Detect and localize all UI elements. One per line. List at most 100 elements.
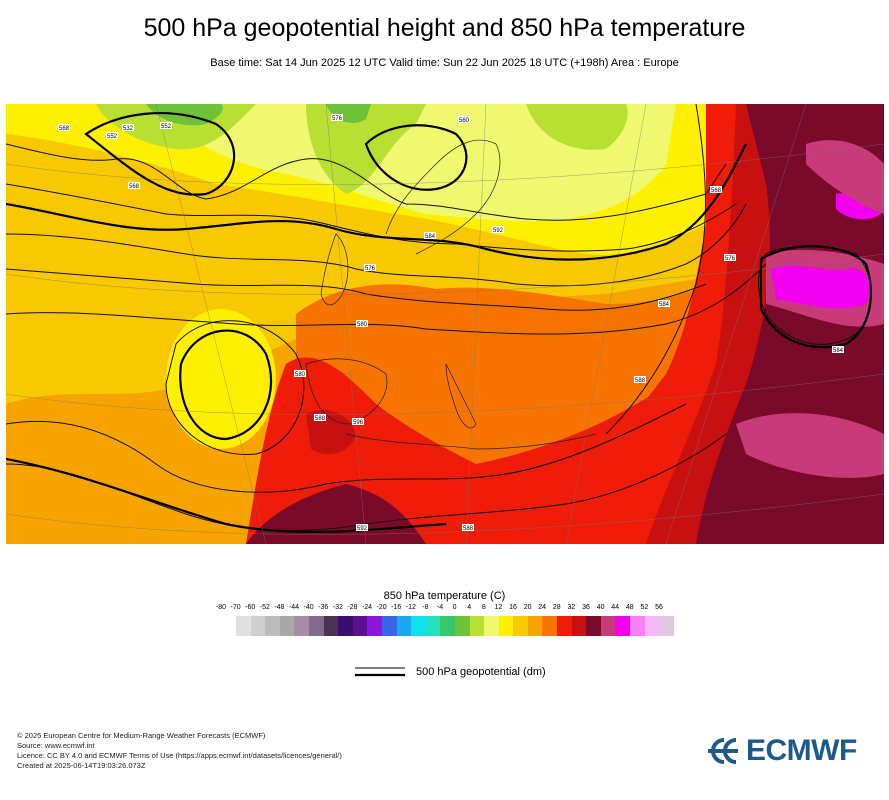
- contour-label: 576: [365, 266, 376, 272]
- legend-swatch: [411, 616, 426, 636]
- legend-tick-label: 8: [481, 604, 486, 611]
- legend-tick-label: 36: [582, 604, 590, 611]
- geopotential-legend-lines: [355, 667, 405, 677]
- weather-map: 532 552 568 576 584 592 576 580 568 552 …: [6, 104, 884, 544]
- legend-swatch: [367, 616, 382, 636]
- legend-tick-label: 28: [552, 604, 561, 611]
- legend-swatch: [396, 616, 412, 636]
- legend-swatch: [469, 616, 485, 636]
- legend-tick-label: -20: [376, 604, 387, 611]
- contour-label: 596: [353, 420, 364, 426]
- legend-tick-label: -70: [230, 604, 241, 611]
- legend-swatch: [323, 616, 339, 636]
- ecmwf-logo: ECMWF: [706, 734, 857, 768]
- legend-tick-label: -60: [245, 604, 256, 611]
- contour-label: 568: [711, 188, 722, 194]
- contour-bold-4: [179, 329, 273, 441]
- contour-label: 568: [59, 126, 70, 132]
- legend-swatch: [630, 616, 645, 636]
- legend-swatch: [279, 616, 295, 636]
- footer-created: Created at 2025-06-14T19:03:26.073Z: [17, 761, 146, 770]
- temp-field-pink-3: [806, 140, 884, 214]
- legend-tick-label: 16: [509, 604, 517, 611]
- contour-label: 576: [725, 256, 736, 262]
- legend-tick-label: -52: [259, 604, 270, 611]
- legend-swatch: [425, 616, 441, 636]
- legend-tick-label: 32: [567, 604, 576, 611]
- contour-bold-1: [84, 112, 236, 196]
- legend-swatch: [600, 616, 616, 636]
- legend-tick-label: -44: [288, 604, 300, 611]
- legend-tick-label: 20: [523, 604, 532, 611]
- coast-britain: [320, 233, 349, 306]
- contour-label: 588: [635, 378, 646, 384]
- contour-bold-2: [364, 124, 468, 191]
- legend-swatch: [527, 616, 543, 636]
- contour-label: 592: [493, 228, 504, 234]
- legend-swatch: [571, 616, 587, 636]
- legend-swatch: [659, 616, 674, 636]
- contour-label: 584: [425, 234, 436, 240]
- contour-label: 592: [357, 526, 368, 532]
- coast-mediterranean: [345, 433, 597, 450]
- legend-tick-label: -24: [361, 604, 373, 611]
- legend-swatch: [542, 616, 558, 636]
- temp-field-magenta-2: [836, 192, 881, 220]
- footer-source: Source: www.ecmwf.int: [17, 741, 95, 750]
- legend-swatch: [440, 616, 455, 636]
- contour-label: 580: [295, 372, 306, 378]
- contour-label: 584: [833, 348, 844, 354]
- contour-584: [6, 263, 767, 335]
- coast-iberia: [305, 358, 388, 425]
- legend-tick-label: 40: [596, 604, 605, 611]
- contour-label: 568: [129, 184, 140, 190]
- contour-bold-6: [759, 245, 872, 349]
- temp-field-yellow-atl-2: [6, 240, 136, 304]
- contour-592: [6, 403, 687, 493]
- contour-label: 560: [459, 118, 470, 124]
- legend-tick-label: -12: [405, 604, 416, 611]
- contour-label: 584: [659, 302, 670, 308]
- legend-tick-label: -48: [274, 604, 285, 611]
- contour-568: [6, 203, 747, 287]
- legend-swatch: [644, 616, 660, 636]
- graticule: [6, 104, 884, 544]
- legend-tick-label: 4: [467, 604, 472, 611]
- legend-swatch: [498, 616, 514, 636]
- footer-licence: Licence: CC BY 4.0 and ECMWF Terms of Us…: [17, 751, 342, 760]
- temp-field-magenta-1: [771, 265, 870, 309]
- legend-tick-label: 44: [611, 604, 620, 611]
- legend-tick-label: 12: [494, 604, 503, 611]
- legend-swatch: [586, 616, 601, 636]
- legend-tick-label: 24: [538, 604, 547, 611]
- contour-label: 552: [161, 124, 172, 130]
- legend-swatch: [294, 616, 309, 636]
- contour-label: 552: [107, 134, 118, 140]
- legend-swatch: [615, 616, 631, 636]
- legend-swatch: [352, 616, 368, 636]
- coastlines: [305, 139, 597, 450]
- legend-swatch: [250, 616, 266, 636]
- legend-tick-label: -40: [303, 604, 314, 611]
- legend-tick-label: -36: [318, 604, 329, 611]
- legend-tick-label: 56: [655, 604, 663, 611]
- temp-field-pale-north: [146, 104, 676, 222]
- chart-subtitle: Base time: Sat 14 Jun 2025 12 UTC Valid …: [210, 57, 679, 69]
- legend-swatch: [454, 616, 470, 636]
- contour-label: 576: [332, 116, 343, 122]
- contour-label: 532: [123, 126, 134, 132]
- contour-label: 588: [463, 526, 474, 532]
- temperature-legend-swatches: [236, 616, 674, 636]
- legend-swatch: [338, 616, 353, 636]
- geopotential-legend-label: 500 hPa geopotential (dm): [416, 666, 546, 678]
- ecmwf-logo-icon: [708, 738, 738, 764]
- contour-labels: 532 552 568 576 584 592 576 580 568 552 …: [58, 114, 844, 532]
- contour-east-2: [605, 104, 706, 435]
- legend-tick-label: 48: [625, 604, 634, 611]
- coast-scandinavia: [385, 139, 501, 255]
- legend-tick-label: -8: [422, 604, 429, 611]
- temp-field-green-5: [326, 104, 371, 124]
- contour-label: 580: [357, 322, 368, 328]
- legend-swatch: [236, 616, 251, 636]
- legend-tick-label: 0: [452, 604, 457, 611]
